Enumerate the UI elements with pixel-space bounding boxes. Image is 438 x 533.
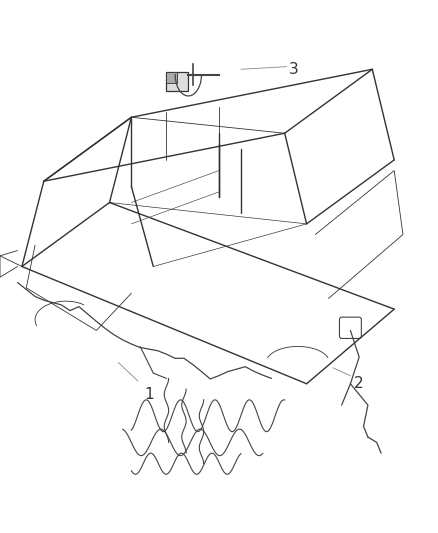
Bar <box>166 72 188 91</box>
Bar <box>166 72 177 83</box>
Text: 1: 1 <box>144 387 154 402</box>
Text: 2: 2 <box>354 376 364 391</box>
FancyBboxPatch shape <box>339 317 361 338</box>
Text: 3: 3 <box>289 62 298 77</box>
